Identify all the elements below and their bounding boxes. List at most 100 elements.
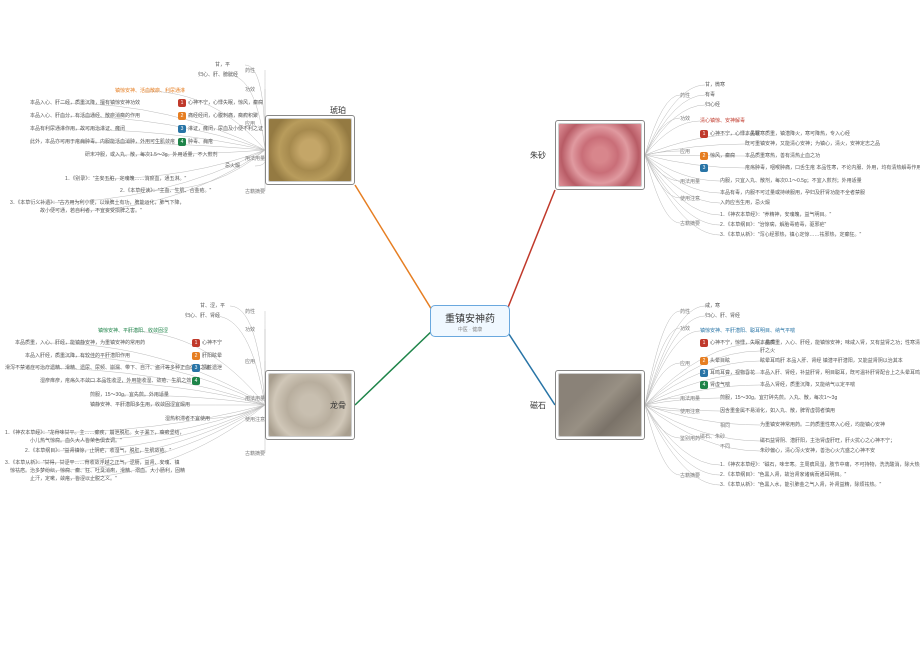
section-label: 使用注意 (680, 195, 700, 202)
number-badge: 3 (192, 364, 200, 372)
detail-text: 归心、肝、肾经 (185, 313, 220, 320)
detail-text: 惊祛痞。治多梦纷纭，惊痫、癫、狂、吐臭消痢，滑精、溺血。大小肠利，固精 (10, 468, 185, 475)
number-badge: 4 (700, 381, 708, 389)
number-badge: 3 (178, 125, 186, 133)
app-item: 3耳鸣耳聋，视物昏花 (700, 369, 755, 377)
detail-text: 镇惊安神、平肝潜阳、收敛固涩 (98, 328, 168, 335)
detail-text: 甘，平 (215, 62, 230, 69)
app-item: 3 (700, 164, 710, 172)
detail-text: 归心、肝、膀胱经 (198, 72, 238, 79)
app-item: 2惊风，癫痫 (700, 152, 735, 160)
detail-text: 本品质重，入心、肝经，能镇惊安神；味咸入肾，又有益肾之功；性寒清热，清泻心 (760, 340, 920, 347)
app-text: 耳鸣耳聋，视物昏花 (710, 370, 755, 376)
detail-text: 镇惊安神、平肝潜阳、聪耳明目、纳气平喘 (700, 328, 795, 335)
detail-text: 2．《本草经读》："主血、生肌、合金疮。" (120, 188, 211, 195)
app-text: 清脏遗泄 (202, 365, 222, 371)
section-label: 应用 (680, 360, 690, 367)
detail-text: 本品入心、肝二经，质重沉降，擅有镇惊安神功效 (30, 100, 140, 107)
section-label: 古籍摘要 (245, 450, 265, 457)
app-item: 1心神不宁 (192, 339, 222, 347)
section-label: 用法用量 (245, 395, 265, 402)
detail-text: 疮疡肿毒，咽喉肿痛，口舌生疮 本品性寒，不论内服、外用，均有清热解毒作用 (745, 165, 920, 172)
detail-text: 镇惊安神、活血散瘀、利尿通淋 (115, 88, 185, 95)
detail-text: 本品入心、肝血分，有活血通经、散瘀消癥的作用 (30, 113, 140, 120)
amber-node (265, 115, 355, 185)
section-label: 功效 (680, 115, 690, 122)
detail-text: 朱砂偏心，清心泻火安神，善治心火亢盛之心神不安 (760, 448, 875, 455)
detail-text: 甘，微寒 (705, 82, 725, 89)
number-badge: 1 (178, 99, 186, 107)
app-text: 心神不宁，心悸，失眠 (710, 131, 760, 137)
app-text: 头晕目眩 (710, 358, 730, 364)
app-text: 心神不宁，惊悸，失眠，癫痫 (710, 340, 775, 346)
section-label: 用法用量 (680, 178, 700, 185)
section-label: 用法用量 (680, 395, 700, 402)
number-badge: 2 (178, 112, 186, 120)
number-badge: 1 (700, 130, 708, 138)
detail-text: 既可重镇安神，又能清心安神；为镇心，清火，安神定志之品 (745, 141, 880, 148)
detail-text: 研末冲服，或入丸、散，每次1.5～3g。外用适量，不入煎剂 (85, 152, 218, 159)
number-badge: 2 (192, 352, 200, 360)
detail-text: 咸，寒 (705, 303, 720, 310)
app-item: 4 (192, 377, 202, 385)
magnet-label: 磁石 (530, 400, 546, 411)
app-item: 1心神不宁，心悸，失眠 (700, 130, 760, 138)
center-subtitle: 中医 · 健康 (458, 326, 482, 333)
center-node: 重镇安神药 中医 · 健康 (430, 305, 510, 337)
number-badge: 3 (700, 369, 708, 377)
app-text: 惊风，癫痫 (710, 153, 735, 159)
app-text: 淋证，癃闭，尿血及小便不利之证 (188, 126, 263, 132)
section-label: 鉴别用药 (680, 435, 700, 442)
section-label: 古籍摘要 (680, 220, 700, 227)
detail-text: 本品质重，入心、肝经，能镇静安神，为重镇安神的常用药 (15, 340, 145, 347)
detail-text: 2．《本草纲目》："治惊痫，解胎毒疮毒，驱邪疟" (720, 222, 826, 229)
detail-text: 本品入肝经，质重沉降，有较佳的平肝潜阳作用 (25, 353, 130, 360)
detail-text: 煎服，15～30g。宜打碎先煎。入丸、散，每次1～3g (720, 395, 837, 402)
app-item: 2头晕目眩 (700, 357, 730, 365)
detail-text: 甘、涩，平 (200, 303, 225, 310)
detail-text: 内服，只宜入丸、散剂，每次0.1～0.5g；不宜入煎剂；外用适量 (720, 178, 862, 185)
app-item: 1心神不宁，惊悸，失眠，癫痫 (700, 339, 775, 347)
app-text: 心神不宁 (202, 340, 222, 346)
section-label: 功效 (245, 326, 255, 333)
number-badge: 4 (178, 138, 186, 146)
app-item: 4肿毒、痈疮 (178, 138, 213, 146)
number-badge: 3 (700, 164, 708, 172)
detail-text: 滑泻不禁诸症可治疗遗精、滑精、遗尿、尿频、崩漏、带下、自汗、盗汗等多种正血体虚之… (5, 365, 210, 372)
section-label: 功效 (245, 86, 255, 93)
section-label: 药性 (680, 92, 690, 99)
section-label: 使用注意 (245, 416, 265, 423)
detail-text: 有毒 (705, 92, 715, 99)
cinnabar-image (558, 123, 642, 187)
detail-text: 本品入肝、肾经，补益肝肾，明目聪耳，既可温补肝肾配合上之头晕耳鸣，急躁突发病 (760, 370, 920, 377)
detail-text: 本品甘寒质重，镇潜降火，寒可降热，专入心经 (745, 131, 850, 138)
detail-text: 1．《别录》："主安五脏，定魂魄……消瘀血，通五淋。" (65, 176, 186, 183)
detail-text: 本品有利尿通淋作用，故可用治淋证、癃闭 (30, 126, 125, 133)
amber-image (268, 118, 352, 182)
section-label: 药性 (245, 67, 255, 74)
app-item: 3淋证，癃闭，尿血及小便不利之证 (178, 125, 263, 133)
detail-text: 3．《本草衍义补遗》："古方用为利小便，以燥脾土有功，脾能运化，肺气下降， (10, 200, 185, 207)
dragon-label: 龙骨 (330, 400, 346, 411)
detail-text: 镇静安神、平肝潜阳多生用，收敛固涩宜煅用 (90, 402, 190, 409)
detail-text: 归心经 (705, 102, 720, 109)
detail-text: 1．《神农本草经》："磁石，味辛寒。主周痹风湿，肢节中痛，不可持物，洗洗酸消，除… (720, 462, 920, 469)
detail-text: 止汗，定嗽，敛疮，皆涩以止脱之义。" (30, 476, 117, 483)
app-item: 2痛经经闭，心腹刺痛，癥瘕积聚 (178, 112, 258, 120)
detail-text: 1．《神农本草经》："养精神，安魂魄，益气明目。" (720, 212, 831, 219)
compare-label: 相同 (720, 422, 730, 429)
detail-text: 肝之火 (760, 348, 775, 355)
cinnabar-node (555, 120, 645, 190)
cinnabar-label: 朱砂 (530, 150, 546, 161)
app-item: 4肾虚气喘 (700, 381, 730, 389)
detail-text: 2．《本草纲目》："色黑入肾，故治肾家诸病而通耳明目。" (720, 472, 846, 479)
section-label: 应用 (245, 358, 255, 365)
number-badge: 2 (700, 152, 708, 160)
detail-text: 小儿热气惊痫。血久大人皆荣色俱去调。" (30, 438, 122, 445)
section-label: 药性 (680, 308, 690, 315)
magnet-node (555, 370, 645, 440)
section-label: 用法用量 (245, 155, 265, 162)
app-text: 心神不宁，心悸失眠，惊风，癫痫 (188, 100, 263, 106)
section-label: 功效 (680, 325, 690, 332)
detail-text: 此外，本品亦可用于疮痈肿毒。内服能活血消肿，外用可生肌敛疮 (30, 139, 175, 146)
